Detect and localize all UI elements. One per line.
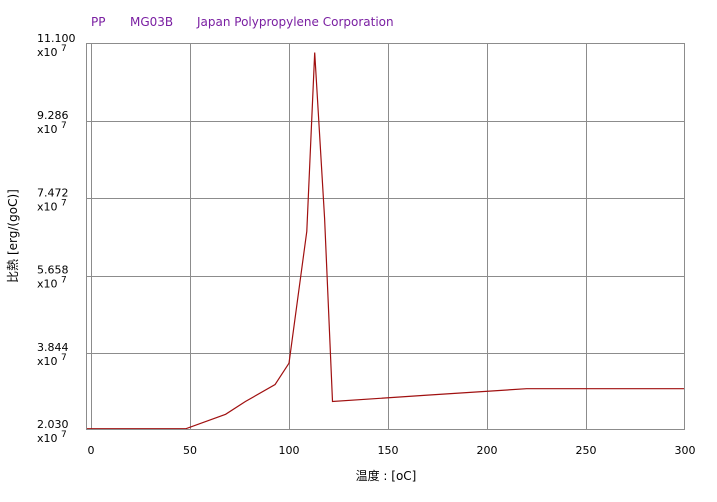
x-tick-label: 50 — [183, 444, 197, 457]
header-grade: MG03B — [130, 15, 173, 29]
y-tick-label: 9.286 — [37, 109, 69, 122]
x-tick-label: 150 — [377, 444, 398, 457]
grid-lines — [87, 44, 685, 430]
y-tick-multiplier: x10 7 — [37, 44, 67, 59]
header-company: Japan Polypropylene Corporation — [196, 15, 394, 29]
y-tick-label: 3.844 — [37, 341, 69, 354]
x-tick-labels: 0 50 100 150 200 250 300 — [87, 444, 695, 457]
x-tick-label: 300 — [675, 444, 696, 457]
y-axis-label: 比熱 [erg/(goC)] — [6, 189, 20, 283]
y-tick-label: 5.658 — [37, 264, 69, 277]
y-tick-label: 11.100 — [37, 32, 76, 45]
x-axis-label: 温度 : [oC] — [356, 468, 417, 483]
x-tick-label: 0 — [87, 444, 94, 457]
x-tick-label: 100 — [278, 444, 299, 457]
plot-frame — [86, 43, 685, 430]
header-material: PP — [91, 15, 105, 29]
y-tick-multiplier: x10 7 — [37, 198, 67, 213]
y-tick-label: 7.472 — [37, 186, 69, 199]
y-tick-multiplier: x10 7 — [37, 353, 67, 368]
x-tick-label: 200 — [476, 444, 497, 457]
y-tick-multiplier: x10 7 — [37, 430, 67, 445]
x-tick-label: 250 — [575, 444, 596, 457]
y-tick-multiplier: x10 7 — [37, 276, 67, 291]
y-tick-multiplier: x10 7 — [37, 121, 67, 136]
y-tick-label: 2.030 — [37, 418, 69, 431]
series-line — [87, 52, 685, 430]
series-layer — [87, 52, 685, 430]
